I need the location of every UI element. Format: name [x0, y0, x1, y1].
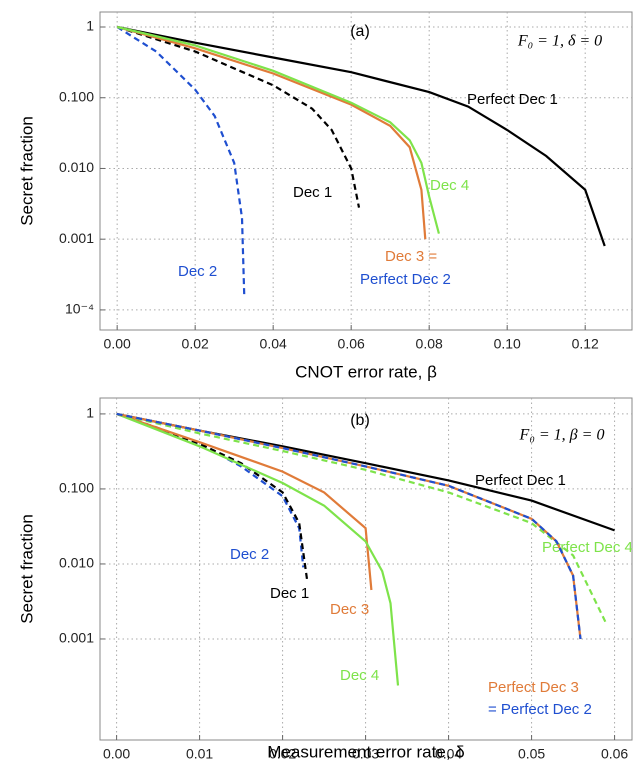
y-tick-label: 1 — [86, 18, 94, 34]
x-tick-label: 0.00 — [104, 336, 131, 352]
curve-label: Dec 4 — [340, 667, 379, 684]
x-tick-label: 0.10 — [494, 336, 521, 352]
y-tick-label: 0.100 — [59, 480, 94, 496]
x-tick-label: 0.02 — [182, 336, 209, 352]
x-tick-label: 0.05 — [518, 746, 545, 762]
y-tick-label: 1 — [86, 405, 94, 421]
series-line — [116, 412, 400, 686]
series-line — [116, 25, 606, 247]
curve-label: Dec 2 — [230, 546, 269, 563]
x-axis-label: Measurement error rate, δ — [267, 742, 464, 761]
x-tick-label: 0.06 — [338, 336, 365, 352]
x-tick-label: 0.03 — [352, 746, 379, 762]
panel-title: (a) — [350, 23, 370, 40]
x-tick-label: 0.01 — [186, 746, 213, 762]
y-tick-label: 0.001 — [59, 230, 94, 246]
curve-label: Perfect Dec 1 — [467, 91, 558, 108]
curve-label: Dec 3 — [330, 601, 369, 618]
y-tick-label: 0.100 — [59, 88, 94, 104]
x-tick-label: 0.08 — [416, 336, 443, 352]
curve-label: Dec 1 — [293, 184, 332, 201]
y-tick-label: 0.010 — [59, 555, 94, 571]
x-tick-label: 0.04 — [260, 336, 287, 352]
curve-label: Perfect Dec 4 — [542, 539, 633, 556]
curve-label: Dec 4 — [430, 177, 469, 194]
curve-label: = Perfect Dec 2 — [488, 701, 592, 718]
x-tick-label: 0.06 — [601, 746, 628, 762]
series-line — [116, 412, 608, 625]
series-line — [116, 26, 246, 298]
panel-subtitle: F₀ = 1, β = 0 — [519, 427, 605, 444]
panel-title: (b) — [350, 412, 370, 429]
y-tick-label: 0.010 — [59, 159, 94, 175]
x-tick-label: 0.02 — [269, 746, 296, 762]
y-axis-label: Secret fraction — [17, 514, 36, 624]
y-tick-label: 0.001 — [59, 630, 94, 646]
series-line — [116, 412, 373, 591]
x-tick-label: 0.04 — [435, 746, 462, 762]
annotation: Perfect Dec 2 — [360, 271, 451, 288]
curve-label: Perfect Dec 1 — [475, 472, 566, 489]
panel-subtitle: F₀ = 1, δ = 0 — [517, 33, 602, 50]
curve-label: Dec 2 — [178, 263, 217, 280]
curve-label: Perfect Dec 3 — [488, 679, 579, 696]
panel: 0.00 0.02 0.04 0.06 0.08 0.10 0.12 1 0.100 0.010 0… — [17, 11, 633, 381]
series-line — [116, 25, 440, 234]
series-line — [116, 25, 361, 208]
x-axis-label: CNOT error rate, β — [295, 362, 437, 381]
panel: 0.00 0.01 0.02 0.03 0.04 0.05 0.06 1 0.100 0.010 0… — [17, 397, 633, 762]
plot-area — [99, 11, 633, 331]
curve-label: Dec 1 — [270, 585, 309, 602]
y-tick-label: 10⁻⁴ — [65, 301, 94, 317]
curve-label: Dec 3 = — [385, 248, 437, 265]
series-line — [116, 25, 427, 240]
x-tick-label: 0.12 — [572, 336, 599, 352]
x-tick-label: 0.00 — [103, 746, 130, 762]
y-axis-label: Secret fraction — [17, 116, 36, 226]
series-line — [116, 412, 582, 640]
